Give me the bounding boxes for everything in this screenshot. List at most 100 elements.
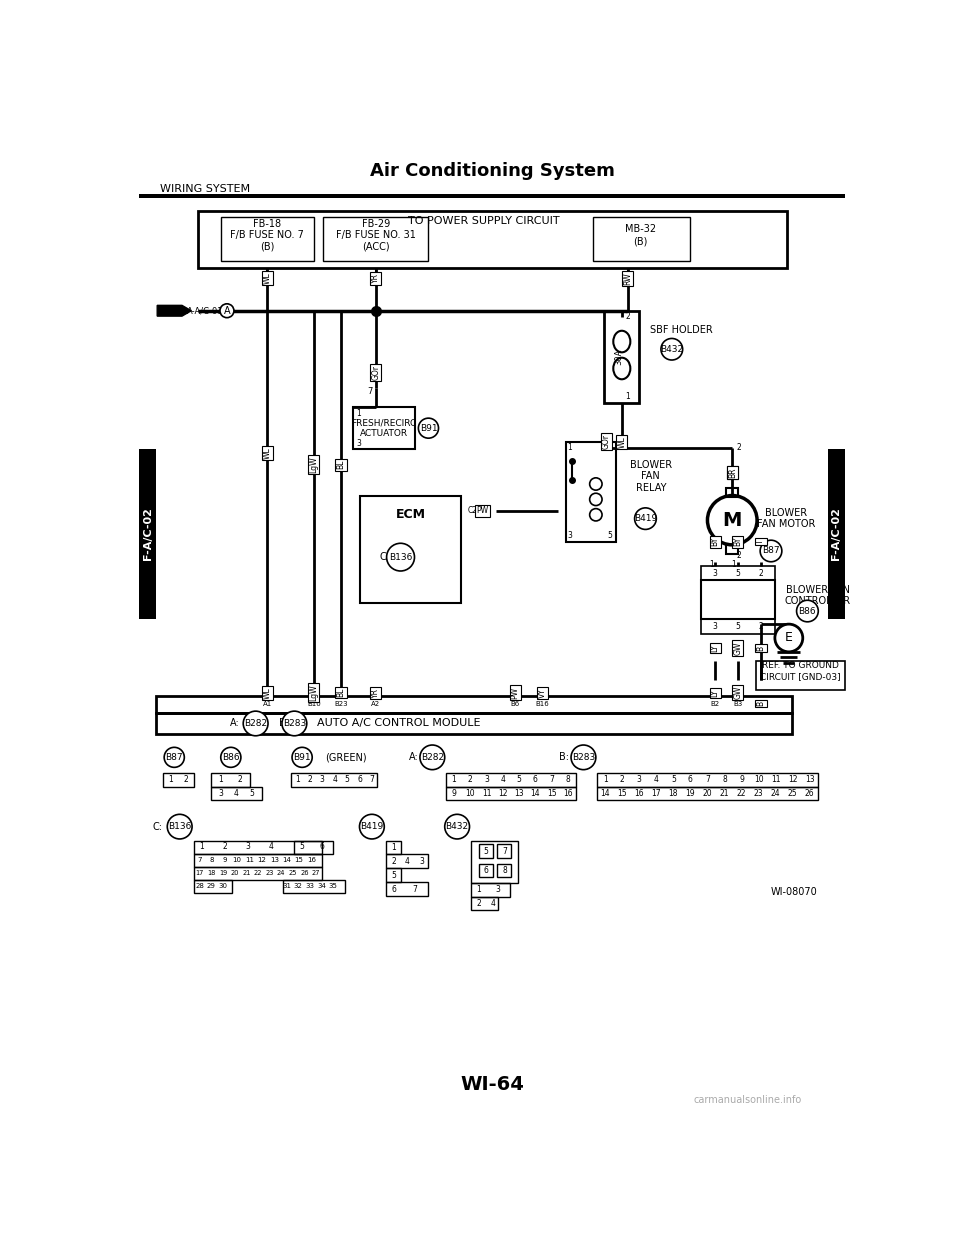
Text: FRESH/RECIRC
ACTUATOR: FRESH/RECIRC ACTUATOR: [350, 419, 416, 438]
Text: 7: 7: [370, 775, 374, 784]
Text: 1: 1: [451, 775, 456, 784]
Text: 5: 5: [735, 569, 740, 578]
Text: 7: 7: [198, 857, 202, 863]
Text: 2: 2: [476, 899, 481, 908]
Text: 30: 30: [219, 883, 228, 889]
Text: 2: 2: [608, 443, 612, 452]
Text: B432: B432: [445, 822, 468, 831]
Text: TO POWER SUPPLY CIRCUIT: TO POWER SUPPLY CIRCUIT: [408, 216, 560, 226]
Text: 7: 7: [367, 388, 372, 396]
Text: 18: 18: [668, 789, 678, 799]
Text: WL: WL: [263, 687, 272, 698]
Bar: [726, 545, 738, 554]
Text: B419: B419: [634, 514, 657, 523]
Text: F-A/C-02: F-A/C-02: [831, 508, 841, 560]
Bar: [726, 488, 738, 497]
Text: 7: 7: [705, 775, 709, 784]
Text: FB-29
F/B FUSE NO. 31
(ACC): FB-29 F/B FUSE NO. 31 (ACC): [336, 219, 416, 252]
Circle shape: [167, 815, 192, 838]
Text: 22: 22: [253, 869, 262, 876]
Text: PW: PW: [476, 507, 489, 515]
Text: GOr: GOr: [602, 435, 611, 450]
Bar: [386, 854, 428, 868]
Text: carmanualsonline.info: carmanualsonline.info: [694, 1095, 802, 1105]
Circle shape: [282, 712, 307, 735]
Text: 10: 10: [466, 789, 475, 799]
Text: 2: 2: [620, 775, 625, 784]
Circle shape: [635, 508, 657, 529]
Bar: [701, 619, 775, 635]
Text: 25: 25: [289, 869, 297, 876]
Text: WL: WL: [263, 447, 272, 460]
Text: BLOWER FAN
CONTROLLER: BLOWER FAN CONTROLLER: [784, 585, 851, 606]
Text: 25: 25: [788, 789, 798, 799]
Text: B283: B283: [283, 719, 306, 728]
Text: LY: LY: [710, 645, 720, 652]
Text: 23: 23: [265, 869, 274, 876]
Text: 28: 28: [196, 883, 204, 889]
Text: WL: WL: [263, 272, 272, 284]
Text: 5: 5: [608, 532, 612, 540]
Text: 14: 14: [531, 789, 540, 799]
Text: 4: 4: [234, 789, 239, 799]
Text: 4: 4: [405, 857, 410, 866]
Text: B282: B282: [420, 753, 444, 761]
Text: REF. TO GROUND
CIRCUIT [GND-03]: REF. TO GROUND CIRCUIT [GND-03]: [760, 662, 841, 681]
Text: B2: B2: [710, 702, 720, 707]
Text: 7: 7: [412, 884, 417, 893]
Circle shape: [571, 745, 596, 770]
Text: 14: 14: [600, 789, 610, 799]
Text: AUTO A/C CONTROL MODULE: AUTO A/C CONTROL MODULE: [317, 718, 481, 729]
Text: (GREEN): (GREEN): [325, 753, 367, 763]
Text: WL: WL: [617, 436, 626, 447]
FancyArrow shape: [157, 306, 191, 317]
Text: B16: B16: [536, 702, 549, 707]
Bar: [479, 845, 492, 858]
Text: BLOWER
FAN
RELAY: BLOWER FAN RELAY: [630, 460, 672, 493]
Text: GOr: GOr: [372, 365, 380, 380]
Circle shape: [164, 748, 184, 768]
Bar: [386, 882, 428, 895]
Bar: [596, 786, 818, 800]
Bar: [194, 867, 322, 879]
Circle shape: [797, 600, 818, 622]
Text: 1: 1: [199, 842, 204, 851]
Circle shape: [660, 339, 683, 360]
Bar: [605, 310, 639, 404]
Bar: [445, 786, 576, 800]
Text: 8: 8: [722, 775, 727, 784]
Text: 12: 12: [788, 775, 798, 784]
Text: B10: B10: [307, 702, 321, 707]
Text: 24: 24: [276, 869, 285, 876]
Text: 9: 9: [223, 857, 227, 863]
Bar: [592, 217, 689, 262]
Bar: [139, 194, 845, 199]
Text: 2: 2: [307, 775, 312, 784]
Text: 13: 13: [804, 775, 815, 784]
Text: 31: 31: [282, 883, 291, 889]
Circle shape: [221, 748, 241, 768]
Bar: [386, 841, 401, 854]
Text: WI-64: WI-64: [460, 1076, 524, 1094]
Circle shape: [359, 815, 384, 838]
Text: B: B: [756, 700, 765, 705]
Text: 6: 6: [391, 884, 396, 893]
Text: 4: 4: [491, 899, 495, 908]
Text: 5: 5: [735, 622, 740, 631]
Text: BR: BR: [728, 467, 736, 478]
Text: YR: YR: [372, 688, 380, 698]
Text: B86: B86: [799, 606, 816, 616]
Bar: [194, 841, 322, 853]
Text: LgW: LgW: [309, 684, 319, 700]
Text: B:: B:: [278, 718, 289, 729]
Text: BY: BY: [733, 537, 742, 546]
Bar: [198, 211, 786, 268]
Text: LY: LY: [710, 689, 720, 697]
Text: 5: 5: [516, 775, 521, 784]
Text: 10: 10: [754, 775, 763, 784]
Text: 6: 6: [484, 866, 489, 876]
Text: C:: C:: [379, 553, 390, 563]
Text: 2: 2: [223, 842, 227, 851]
Text: F-A/C-02: F-A/C-02: [143, 508, 153, 560]
Bar: [828, 450, 845, 619]
